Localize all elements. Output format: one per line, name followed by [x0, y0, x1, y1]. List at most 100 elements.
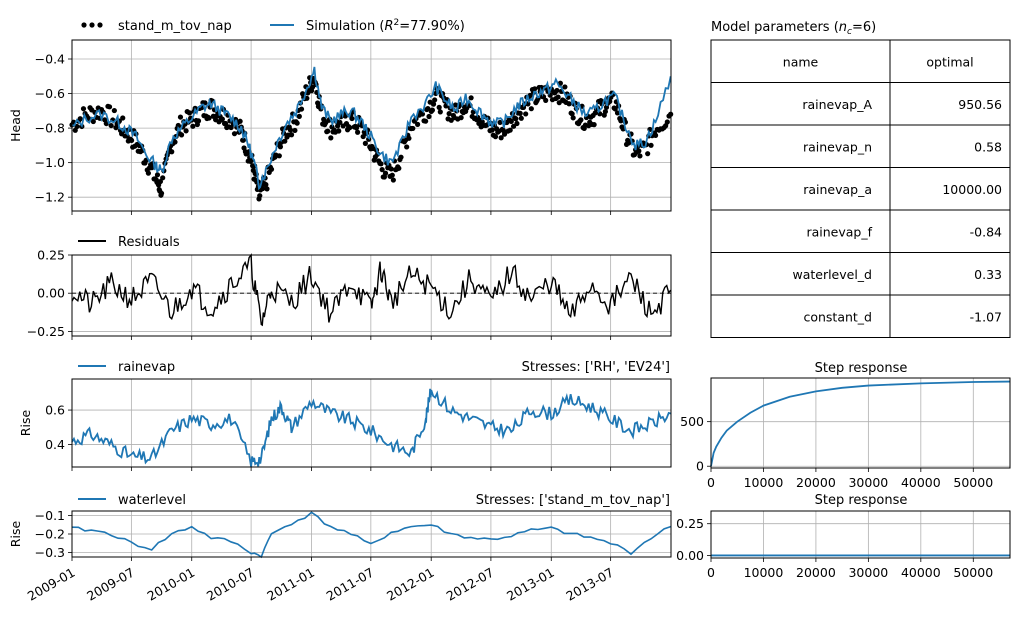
observed-point: [423, 118, 429, 124]
observed-point: [328, 135, 334, 141]
observed-point: [446, 111, 452, 117]
observed-point: [268, 166, 275, 172]
observed-point: [362, 140, 368, 146]
waterlevel-grid: [71, 511, 671, 557]
table-cell: [710, 294, 891, 338]
observed-point: [637, 153, 643, 159]
y-tick-label: −0.3: [35, 545, 65, 560]
observed-point: [379, 167, 385, 173]
observed-point: [231, 131, 238, 137]
x-tick-label: 20000: [796, 475, 836, 490]
observed-point: [426, 113, 432, 120]
observed-point: [648, 142, 654, 148]
observed-point: [508, 118, 514, 124]
observed-point: [337, 119, 343, 125]
observed-point: [149, 165, 155, 171]
legend-rainevap-label: rainevap: [118, 360, 175, 375]
observed-point: [206, 115, 212, 121]
observed-point: [106, 104, 113, 110]
y-tick-label: −0.25: [27, 324, 65, 339]
table-param-name: rainevap_n: [803, 139, 872, 154]
head-legend: stand_m_tov_nap Simulation (R2=77.90%): [81, 18, 465, 34]
table-cell: [889, 294, 1011, 338]
observed-point: [260, 185, 266, 192]
step-axes-frame: [710, 510, 1011, 559]
y-tick-label: 0.4: [45, 437, 65, 452]
observed-point: [523, 111, 529, 117]
observed-point: [419, 111, 426, 117]
observed-point: [172, 139, 178, 145]
observed-point: [554, 87, 560, 94]
observed-point: [145, 170, 151, 176]
step-response-title-waterlevel: Step response: [815, 493, 908, 508]
x-tick-label: 40000: [901, 475, 941, 490]
table-param-name: rainevap_f: [806, 224, 872, 239]
step-axes-frame: [710, 377, 1011, 469]
step-response-waterlevel-plot: 0 10000 20000 30000 40000 50000 0.00 0.25: [676, 510, 1011, 580]
x-tick-label: 2010-01: [144, 565, 197, 604]
observed-point: [111, 107, 117, 114]
observed-point: [458, 115, 464, 121]
observed-point: [360, 133, 366, 140]
table-param-name: rainevap_a: [803, 182, 872, 197]
observed-point: [169, 149, 175, 155]
observed-point: [158, 190, 165, 196]
waterlevel-legend: waterlevel Stresses: ['stand_m_tov_nap']: [78, 493, 670, 508]
observed-point: [154, 172, 161, 178]
table-cell: [710, 209, 891, 253]
observed-point: [489, 127, 495, 133]
table-cell: [710, 167, 891, 211]
observed-point: [264, 186, 270, 192]
observed-point: [468, 95, 474, 101]
observed-point: [183, 128, 189, 134]
y-tick-label: −0.8: [35, 121, 65, 136]
table-param-value: 0.58: [974, 139, 1002, 154]
observed-point: [437, 109, 443, 115]
y-axis-label: Head: [8, 109, 23, 142]
observed-point: [652, 132, 659, 138]
table-cell: [889, 39, 1011, 83]
y-tick-label: −0.6: [35, 86, 65, 101]
observed-point: [404, 144, 410, 150]
legend-residuals-label: Residuals: [118, 235, 180, 250]
observed-point: [528, 106, 534, 112]
x-tick-label: 2012-01: [384, 565, 437, 604]
table-param-value: 950.56: [958, 97, 1002, 112]
observed-point: [276, 153, 282, 159]
y-tick-label: 0.6: [45, 403, 65, 418]
observed-point: [77, 116, 83, 122]
y-tick-label: 0: [696, 459, 704, 474]
x-tick-label: 50000: [953, 475, 993, 490]
parameters-table: name optimal rainevap_A 950.56 rainevap_n 0.5…: [710, 39, 1011, 338]
legend-waterlevel-label: waterlevel: [118, 493, 186, 508]
observed-point: [415, 121, 421, 127]
observed-point: [108, 122, 114, 129]
observed-point: [507, 127, 513, 133]
table-param-name: constant_d: [803, 309, 872, 324]
table-cell: [710, 82, 891, 126]
waterlevel-stresses-annotation: Stresses: ['stand_m_tov_nap']: [476, 493, 670, 508]
residuals-line: [71, 253, 672, 327]
x-tick-label: 2009-01: [25, 565, 78, 604]
observed-point: [294, 120, 300, 126]
observed-point: [298, 106, 305, 112]
observed-point: [349, 115, 355, 122]
observed-point: [518, 115, 524, 121]
x-tick-label: 2010-07: [204, 565, 257, 604]
residuals-axes-frame: [71, 254, 672, 337]
rainevap-line: [71, 388, 671, 468]
observed-point: [263, 182, 269, 188]
observed-point: [562, 84, 568, 90]
observed-point: [157, 178, 163, 185]
observed-point: [570, 115, 576, 121]
observed-point: [492, 134, 499, 140]
observed-point: [296, 113, 302, 119]
observed-point: [257, 193, 263, 199]
y-tick-label: −1.2: [35, 190, 65, 205]
observed-point: [602, 108, 608, 115]
table-header-optimal: optimal: [926, 54, 973, 69]
observed-point: [578, 117, 584, 123]
observed-point: [569, 111, 575, 117]
rainevap-legend: rainevap Stresses: ['RH', 'EV24']: [78, 360, 670, 375]
